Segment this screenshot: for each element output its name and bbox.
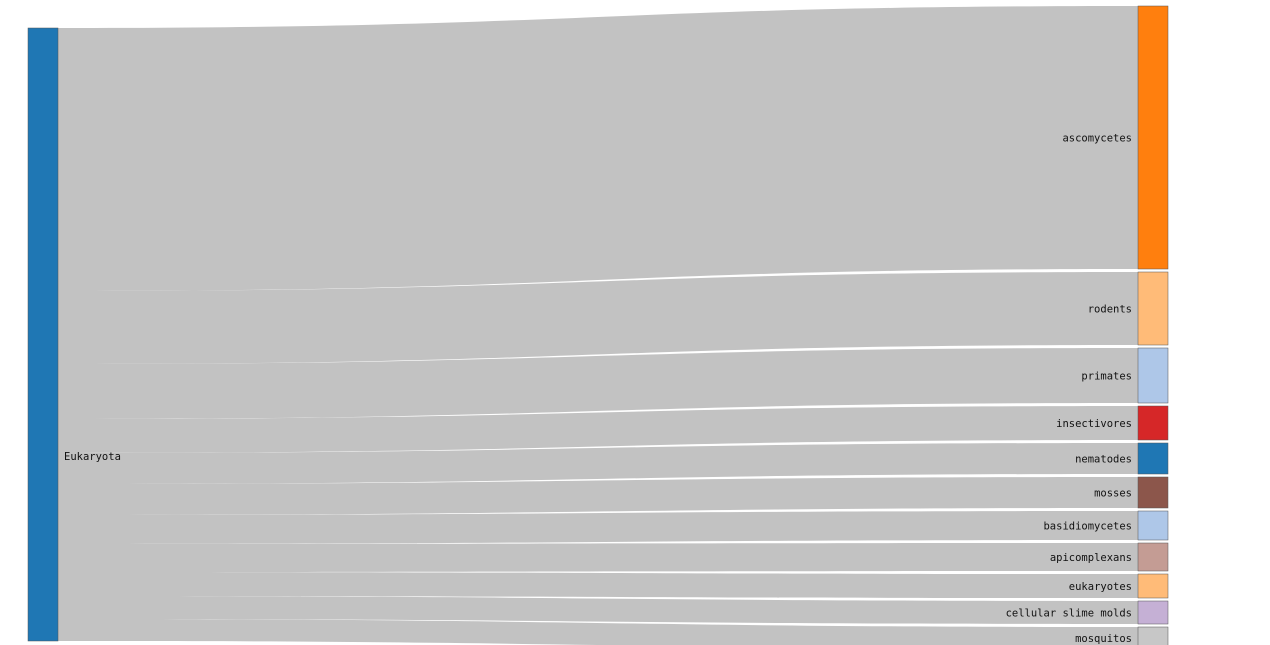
- node-label-basidiomycetes: basidiomycetes: [1043, 521, 1132, 533]
- link-primates[interactable]: [58, 348, 1138, 419]
- node-primates[interactable]: [1137, 347, 1169, 404]
- node-label-mosquitos: mosquitos: [1075, 633, 1132, 645]
- node-label-insectivores: insectivores: [1056, 418, 1132, 430]
- node-rodents[interactable]: [1137, 271, 1169, 346]
- link-apicomplexans[interactable]: [58, 543, 1138, 572]
- node-eukaryotes[interactable]: [1137, 573, 1169, 599]
- link-insectivores[interactable]: [58, 406, 1138, 453]
- node-eukaryota[interactable]: [27, 27, 59, 642]
- node-cellular-slime-molds[interactable]: [1137, 600, 1169, 625]
- node-label-rodents: rodents: [1088, 304, 1132, 316]
- link-nematodes[interactable]: [58, 443, 1138, 484]
- node-label-ascomycetes: ascomycetes: [1062, 133, 1132, 145]
- node-label-apicomplexans: apicomplexans: [1050, 552, 1132, 564]
- labels-layer: Eukaryota ascomycetes rodents primates insec…: [64, 133, 1132, 645]
- node-label-primates: primates: [1081, 371, 1132, 383]
- link-mosquitos[interactable]: [58, 619, 1138, 645]
- link-eukaryotes[interactable]: [58, 572, 1138, 598]
- node-label-mosses: mosses: [1094, 488, 1132, 500]
- link-rodents[interactable]: [58, 272, 1138, 364]
- node-apicomplexans[interactable]: [1137, 542, 1169, 572]
- node-mosquitos[interactable]: [1137, 626, 1169, 645]
- link-basidiomycetes[interactable]: [58, 511, 1138, 544]
- node-label-eukaryotes: eukaryotes: [1069, 581, 1132, 593]
- node-insectivores[interactable]: [1137, 405, 1169, 441]
- link-cellular-slime-molds[interactable]: [58, 596, 1138, 624]
- link-ascomycetes[interactable]: [58, 6, 1138, 291]
- nodes-layer: [27, 5, 1169, 645]
- node-label-eukaryota: Eukaryota: [64, 451, 121, 463]
- node-mosses[interactable]: [1137, 476, 1169, 509]
- node-label-cellular-slime-molds: cellular slime molds: [1006, 608, 1132, 620]
- node-ascomycetes[interactable]: [1137, 5, 1169, 270]
- node-basidiomycetes[interactable]: [1137, 510, 1169, 541]
- link-mosses[interactable]: [58, 477, 1138, 515]
- links-layer: [58, 6, 1138, 645]
- node-nematodes[interactable]: [1137, 442, 1169, 475]
- node-label-nematodes: nematodes: [1075, 454, 1132, 466]
